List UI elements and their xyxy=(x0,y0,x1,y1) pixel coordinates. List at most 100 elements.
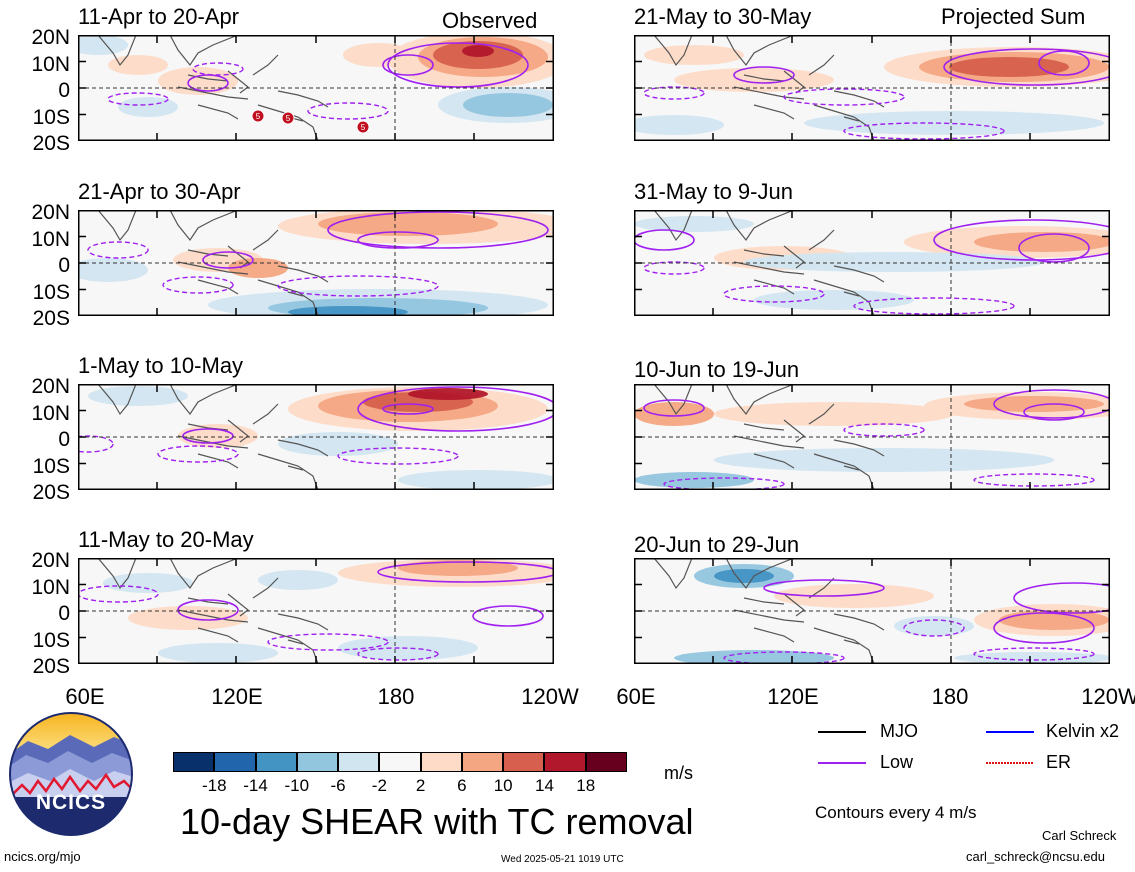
map-canvas xyxy=(634,384,1110,490)
coastline xyxy=(97,384,137,416)
coastline xyxy=(783,245,805,269)
low-contour xyxy=(357,231,439,249)
colorbar-tick-label: 6 xyxy=(457,776,467,795)
lat-label: 10S xyxy=(32,281,70,304)
shear-anomaly-region xyxy=(103,573,193,593)
coastline xyxy=(653,210,693,242)
shear-anomaly-region xyxy=(774,584,934,608)
shear-anomaly-region xyxy=(338,636,478,660)
low-contour xyxy=(327,211,549,249)
tc-marker-label: 5 xyxy=(361,123,366,132)
low-contour-negative xyxy=(843,122,1005,140)
coastline xyxy=(833,613,885,631)
low-contour xyxy=(634,229,695,251)
low-line-swatch xyxy=(818,762,866,764)
shear-map xyxy=(78,210,554,316)
shear-map xyxy=(634,35,1110,141)
coastline xyxy=(287,639,304,645)
low-contour xyxy=(377,561,554,583)
coastline xyxy=(753,104,795,120)
colorbar-tick-label: -2 xyxy=(371,776,387,795)
coastline xyxy=(257,627,319,664)
coastline xyxy=(97,558,137,590)
map-canvas xyxy=(634,35,1110,141)
shear-anomaly-region xyxy=(408,388,488,400)
low-contour-negative xyxy=(723,651,845,664)
colorbar-tick-label: -10 xyxy=(284,776,310,795)
coastline xyxy=(743,423,785,431)
coastline xyxy=(725,35,795,67)
coastline xyxy=(169,35,239,67)
shear-anomaly-region xyxy=(894,616,974,636)
low-contour xyxy=(763,579,885,597)
low-contour xyxy=(387,42,529,88)
coastline xyxy=(725,210,795,242)
coastline xyxy=(169,210,239,242)
tc-marker-icon xyxy=(251,109,265,123)
panel-title: 20-Jun to 29-Jun xyxy=(634,532,800,557)
coastline xyxy=(169,384,239,416)
low-contour-negative xyxy=(783,88,905,106)
shear-anomaly-region xyxy=(714,448,1054,472)
coastline xyxy=(813,279,875,316)
logo-text: NCICS xyxy=(35,791,107,814)
low-contour-negative xyxy=(277,275,439,297)
coastline xyxy=(843,639,860,645)
shear-map xyxy=(78,558,554,664)
coastline xyxy=(733,261,805,275)
colorbar-swatch xyxy=(461,752,504,772)
coastline xyxy=(808,229,835,251)
lat-label: 0 xyxy=(58,602,70,625)
shear-anomaly-region xyxy=(118,97,178,117)
lat-label: 20S xyxy=(32,481,70,504)
map-canvas xyxy=(634,558,1110,664)
coastline xyxy=(813,627,875,664)
shear-anomaly-region xyxy=(258,570,338,590)
colorbar-swatch xyxy=(296,752,339,772)
shear-anomaly-region xyxy=(744,252,1044,272)
colorbar-tick-label: 18 xyxy=(576,776,596,795)
low-contour-negative xyxy=(337,447,459,465)
low-contour xyxy=(1023,403,1085,421)
panel-tag-observed: Observed xyxy=(442,8,538,33)
coastline xyxy=(197,279,239,295)
panel-title: 1-May to 10-May xyxy=(78,353,244,378)
low-contour-negative xyxy=(267,633,389,651)
shear-map xyxy=(634,558,1110,664)
shear-map xyxy=(78,384,554,490)
shear-anomaly-region xyxy=(398,560,518,576)
colorbar xyxy=(173,752,627,772)
coastline xyxy=(725,384,795,416)
low-contour xyxy=(202,251,254,269)
shear-anomaly-region xyxy=(462,45,494,57)
coastline xyxy=(257,104,319,141)
coastline xyxy=(197,453,239,469)
low-contour xyxy=(1038,50,1090,76)
coastline xyxy=(653,35,693,67)
low-contour xyxy=(177,599,239,621)
legend-label: Kelvin x2 xyxy=(1046,721,1120,741)
shear-anomaly-region xyxy=(463,93,553,117)
coastline xyxy=(808,403,835,425)
shear-anomaly-region xyxy=(158,643,278,663)
panel-title: 10-Jun to 19-Jun xyxy=(634,357,800,382)
coastline xyxy=(227,593,249,617)
low-contour xyxy=(382,403,434,415)
lat-label: 0 xyxy=(58,254,70,277)
panel-title: 21-May to 30-May xyxy=(634,4,812,29)
shear-anomaly-region xyxy=(318,212,498,236)
lat-label: 10S xyxy=(32,629,70,652)
lat-label: 20N xyxy=(31,549,70,572)
colorbar-swatch xyxy=(173,752,215,772)
shear-map: 5 5 5 xyxy=(78,35,554,141)
lat-label: 10S xyxy=(32,106,70,129)
ncics-logo: NCICS xyxy=(8,711,134,837)
low-contour xyxy=(943,48,1110,86)
lat-label: 10N xyxy=(31,228,70,251)
er-line-swatch xyxy=(986,762,1034,764)
colorbar-tick-label: -18 xyxy=(201,776,227,795)
low-contour xyxy=(993,612,1095,644)
coastline xyxy=(227,245,249,269)
low-contour-negative xyxy=(973,647,1095,661)
low-contour-negative xyxy=(78,585,159,603)
